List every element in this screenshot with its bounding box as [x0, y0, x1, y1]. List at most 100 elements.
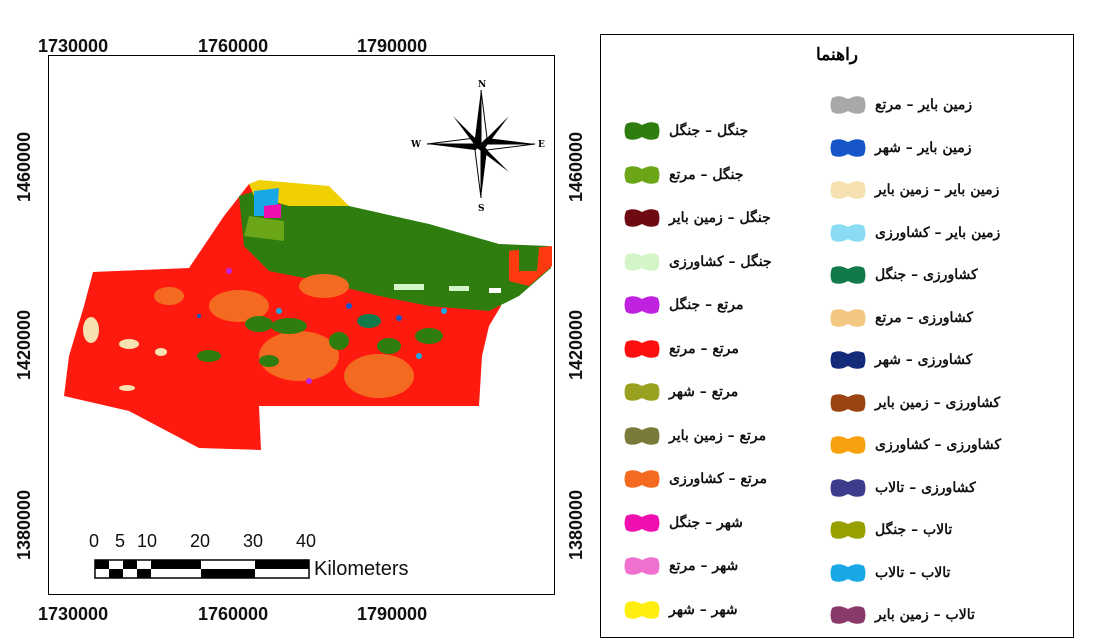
legend-item: کشاورزی – کشاورزی	[829, 433, 1001, 457]
scale-tick-5: 5	[115, 531, 126, 551]
coord-bottom-3: 1790000	[357, 604, 428, 624]
legend-label: کشاورزی – کشاورزی	[875, 437, 1002, 453]
legend: راهنما جنگل – جنگل جنگل – مرتع جنگل – زمین…	[600, 34, 1074, 638]
legend-swatch	[624, 557, 660, 575]
map-frame: N S E W	[48, 55, 555, 595]
legend-swatch	[830, 138, 866, 157]
legend-item: مرتع – جنگل	[623, 293, 744, 317]
legend-label: مرتع – جنگل	[669, 297, 744, 313]
legend-label: تالاب – جنگل	[875, 522, 953, 538]
scale-tick-30: 30	[243, 531, 264, 551]
legend-swatch	[830, 478, 866, 497]
coord-top-3: 1790000	[357, 36, 428, 56]
legend-item: مرتع – زمین بایر	[623, 424, 766, 448]
north-arrow-icon: N S E W	[410, 80, 545, 214]
coord-top-1: 1730000	[38, 36, 109, 56]
south-label: S	[478, 204, 485, 214]
legend-item: کشاورزی – جنگل	[829, 263, 978, 287]
legend-swatch	[624, 209, 660, 227]
legend-item: زمین بایر – مرتع	[829, 93, 972, 117]
legend-swatch	[830, 351, 866, 369]
legend-label: زمین بایر – کشاورزی	[875, 224, 1001, 241]
legend-swatch	[624, 122, 660, 140]
coord-right-1: 1460000	[566, 131, 586, 202]
west-label: W	[410, 140, 422, 150]
legend-swatch	[624, 165, 660, 184]
legend-item: شهر – جنگل	[623, 511, 743, 535]
legend-item: تالاب – زمین بایر	[829, 603, 975, 627]
legend-title: راهنما	[815, 45, 859, 65]
legend-swatch	[624, 252, 660, 271]
coord-left-2: 1420000	[14, 309, 34, 380]
scale-unit: Kilometers	[314, 558, 409, 580]
legend-item: جنگل – کشاورزی	[623, 250, 772, 274]
legend-label: مرتع – مرتع	[669, 340, 739, 357]
legend-item: کشاورزی – مرتع	[829, 306, 973, 330]
scale-tick-20: 20	[190, 531, 211, 551]
legend-item: جنگل – مرتع	[623, 163, 744, 187]
coord-top-2: 1760000	[198, 36, 269, 56]
legend-item: زمین بایر – شهر	[829, 136, 971, 160]
coord-left-3: 1380000	[14, 489, 34, 560]
legend-swatch	[830, 181, 866, 199]
legend-label: مرتع – زمین بایر	[669, 427, 767, 444]
legend-label: شهر – شهر	[669, 601, 738, 618]
legend-label: تالاب – تالاب	[875, 564, 951, 581]
coord-right-2: 1420000	[566, 309, 586, 380]
legend-label: مرتع – شهر	[669, 384, 739, 400]
legend-item: کشاورزی – تالاب	[829, 476, 976, 500]
legend-item: مرتع – کشاورزی	[623, 467, 767, 491]
legend-item: شهر – مرتع	[623, 554, 738, 578]
legend-label: مرتع – کشاورزی	[669, 471, 767, 487]
legend-swatch	[624, 600, 660, 619]
scale-bar	[94, 559, 310, 579]
legend-label: تالاب – زمین بایر	[875, 607, 975, 623]
legend-label: کشاورزی – مرتع	[875, 309, 973, 326]
legend-label: کشاورزی – جنگل	[875, 267, 978, 283]
legend-swatch	[830, 521, 866, 539]
legend-item: جنگل – جنگل	[623, 119, 748, 143]
legend-item: زمین بایر – زمین بایر	[829, 178, 999, 202]
legend-item: شهر – شهر	[623, 598, 738, 622]
legend-swatch	[624, 470, 660, 488]
legend-item: کشاورزی – زمین بایر	[829, 391, 1000, 415]
legend-label: زمین بایر – شهر	[875, 139, 972, 156]
legend-label: کشاورزی – زمین بایر	[875, 394, 1001, 411]
legend-swatch	[830, 223, 866, 242]
coord-bottom-2: 1760000	[198, 604, 269, 624]
legend-swatch	[624, 296, 660, 314]
legend-swatch	[830, 96, 866, 114]
east-label: E	[538, 140, 545, 150]
legend-swatch	[830, 436, 866, 454]
legend-item: تالاب – جنگل	[829, 518, 952, 542]
legend-swatch	[830, 563, 866, 582]
scale-tick-10: 10	[137, 531, 158, 551]
legend-swatch	[830, 266, 866, 284]
north-label: N	[478, 80, 486, 90]
legend-item: تالاب – تالاب	[829, 561, 950, 585]
legend-label: کشاورزی – شهر	[875, 352, 973, 368]
legend-swatch	[830, 606, 866, 624]
legend-label: جنگل – جنگل	[669, 123, 749, 139]
legend-label: جنگل – زمین بایر	[669, 210, 771, 226]
legend-item: جنگل – زمین بایر	[623, 206, 771, 230]
legend-item: کشاورزی – شهر	[829, 348, 972, 372]
land-use-map: N S E W	[64, 80, 552, 579]
legend-swatch	[624, 383, 660, 401]
legend-swatch	[830, 308, 866, 327]
scale-tick-40: 40	[296, 531, 317, 551]
legend-label: زمین بایر – زمین بایر	[875, 182, 1000, 198]
legend-item: مرتع – شهر	[623, 380, 738, 404]
legend-label: شهر – مرتع	[669, 558, 739, 574]
legend-label: جنگل – کشاورزی	[669, 253, 772, 270]
legend-label: شهر – جنگل	[669, 514, 743, 531]
legend-swatch	[830, 393, 866, 412]
coord-left-1: 1460000	[14, 131, 34, 202]
scale-tick-0: 0	[89, 531, 100, 551]
legend-swatch	[624, 513, 660, 532]
coord-right-3: 1380000	[566, 489, 586, 560]
legend-item: زمین بایر – کشاورزی	[829, 221, 1000, 245]
legend-label: جنگل – مرتع	[669, 166, 744, 183]
legend-label: زمین بایر – مرتع	[875, 97, 973, 113]
legend-swatch	[624, 339, 660, 358]
